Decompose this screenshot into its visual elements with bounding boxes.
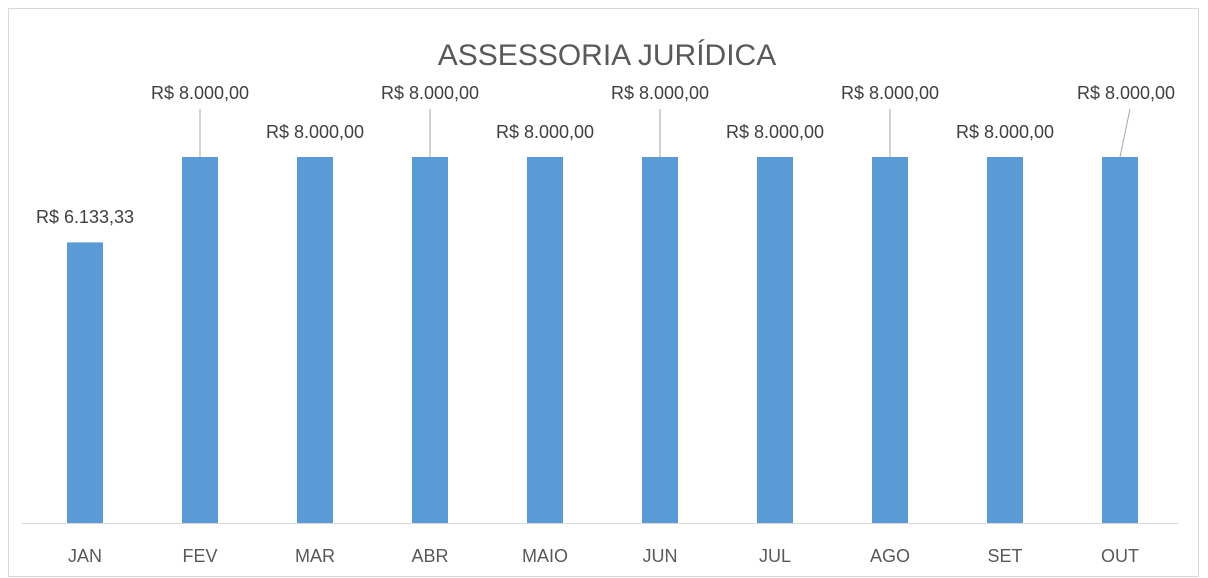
x-tick-label: JUL: [759, 546, 791, 566]
bar: [297, 157, 333, 523]
value-label: R$ 8.000,00: [496, 122, 594, 142]
bar: [642, 157, 678, 523]
value-label: R$ 8.000,00: [841, 83, 939, 103]
value-label: R$ 8.000,00: [726, 122, 824, 142]
bar: [527, 157, 563, 523]
x-tick-label: FEV: [182, 546, 217, 566]
chart-title: ASSESSORIA JURÍDICA: [438, 39, 776, 72]
value-label: R$ 8.000,00: [266, 122, 364, 142]
value-label: R$ 8.000,00: [956, 122, 1054, 142]
leader-line: [1119, 108, 1131, 158]
x-tick-label: OUT: [1101, 546, 1139, 566]
x-tick-label: SET: [987, 546, 1022, 566]
value-label: R$ 8.000,00: [1077, 83, 1175, 103]
value-label: R$ 8.000,00: [381, 83, 479, 103]
x-tick-label: ABR: [411, 546, 448, 566]
bar: [872, 157, 908, 523]
x-tick-label: AGO: [870, 546, 910, 566]
bar: [182, 157, 218, 523]
x-tick-label: JAN: [68, 546, 102, 566]
bar: [757, 157, 793, 523]
value-label: R$ 6.133,33: [36, 207, 134, 227]
bar: [1102, 157, 1138, 523]
bar: [67, 242, 103, 523]
bar: [987, 157, 1023, 523]
x-tick-label: MAR: [295, 546, 335, 566]
bar: [412, 157, 448, 523]
x-tick-label: JUN: [643, 546, 678, 566]
value-label: R$ 8.000,00: [611, 83, 709, 103]
value-label: R$ 8.000,00: [151, 83, 249, 103]
x-tick-label: MAIO: [522, 546, 568, 566]
